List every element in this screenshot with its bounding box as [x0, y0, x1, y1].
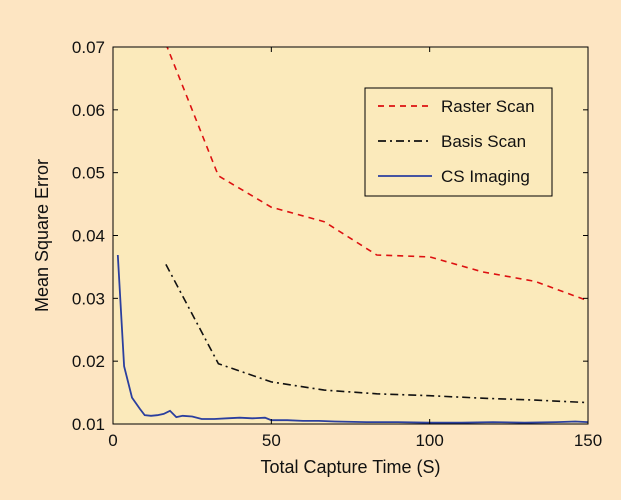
x-tick-label: 100 [415, 431, 443, 450]
y-tick-label: 0.04 [72, 227, 105, 246]
y-axis-title: Mean Square Error [32, 159, 52, 312]
series-line-raster-scan [166, 47, 588, 302]
series-line-cs-imaging [116, 254, 588, 424]
y-tick-label: 0.05 [72, 164, 105, 183]
x-axis-title: Total Capture Time (S) [260, 457, 440, 477]
series-line-basis-scan [165, 264, 588, 404]
legend-entry-label: CS Imaging [441, 167, 530, 186]
legend-entry-label: Raster Scan [441, 97, 535, 116]
legend-box [364, 87, 553, 197]
series-layer [116, 47, 588, 424]
y-tick-label: 0.07 [72, 38, 105, 57]
legend: Raster Scan Basis Scan CS Imaging [364, 87, 553, 197]
y-tick-label: 0.01 [72, 415, 105, 434]
x-tick-label: 0 [108, 431, 117, 450]
y-tick-label: 0.02 [72, 352, 105, 371]
y-tick-label: 0.03 [72, 289, 105, 308]
y-tick-label: 0.06 [72, 101, 105, 120]
ticks-layer: 0 50 100 150 0.01 0.02 0.03 0.04 0.05 0.06 0.07 [72, 38, 602, 450]
x-tick-label: 150 [574, 431, 602, 450]
legend-entry-label: Basis Scan [441, 132, 526, 151]
x-tick-label: 50 [262, 431, 281, 450]
